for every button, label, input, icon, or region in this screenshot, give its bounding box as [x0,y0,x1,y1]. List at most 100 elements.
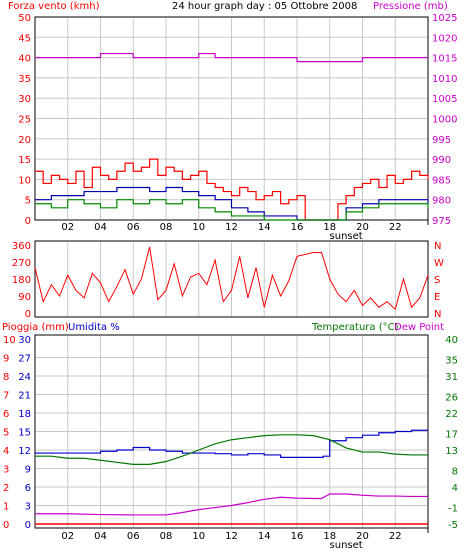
hour-tick-label: 04 [94,222,107,233]
hour-tick-label: 20 [356,531,369,542]
pressure-tick-label: 1025 [432,13,457,24]
hour-tick-label: 08 [160,222,173,233]
sunset-label: sunset [330,231,363,242]
temperature-tick-label: 35 [445,356,458,367]
temperature-tick-label: 13 [445,446,458,457]
hour-tick-label: 08 [160,531,173,542]
direction-tick-label: 180 [12,275,31,286]
dewpoint-axis-title: Dew Point [394,322,444,333]
hour-tick-label: 14 [258,222,271,233]
rain-tick-label: 0 [3,520,9,531]
compass-label: N [434,309,441,320]
hour-tick-label: 10 [192,531,205,542]
humidity-tick-label: 9 [25,465,31,476]
humidity-tick-label: 30 [18,335,31,346]
wind-tick-label: 5 [25,196,31,207]
pressure-tick-label: 1020 [432,33,457,44]
temperature-line [35,434,428,465]
hour-tick-label: 16 [291,531,304,542]
rain-tick-label: 2 [3,483,9,494]
hour-tick-label: 18 [323,531,336,542]
hour-tick-label: 02 [61,222,74,233]
pressure-axis-title: Pressione (mb) [373,1,448,12]
pressure-tick-label: 1010 [432,74,457,85]
direction-tick-label: 90 [18,292,31,303]
rain-tick-label: 4 [3,446,9,457]
wind-average-line [35,186,429,221]
wind-tick-label: 40 [18,54,31,65]
humidity-tick-label: 18 [18,409,31,420]
hour-tick-label: 12 [225,531,238,542]
rain-tick-label: 9 [3,354,9,365]
rain-tick-label: 1 [3,502,9,513]
rain-axis-title: Pioggia (mm) [2,322,69,333]
wind-min-line [35,199,429,221]
compass-label: N [434,241,441,252]
temperature-tick-label: 31 [445,372,458,383]
hour-tick-label: 22 [389,222,402,233]
pressure-tick-label: 1005 [432,94,457,105]
compass-label: E [434,292,440,303]
temperature-tick-label: 4 [452,483,458,494]
wind-tick-label: 25 [18,115,31,126]
hour-tick-label: 14 [258,531,271,542]
direction-tick-label: 360 [12,241,31,252]
hour-tick-label: 06 [127,531,140,542]
pressure-tick-label: 995 [432,135,451,146]
rain-tick-label: 3 [3,465,9,476]
humidity-tick-label: 15 [18,428,31,439]
hour-tick-label: 02 [61,531,74,542]
temperature-tick-label: 8 [452,467,458,478]
temperature-tick-label: 26 [445,393,458,404]
pressure-line [35,52,428,63]
wind-direction-line [34,246,429,311]
pressure-tick-label: 985 [432,175,451,186]
wind-tick-label: 0 [25,216,31,227]
temperature-tick-label: -1 [448,504,458,515]
humidity-axis-title: Umidita % [68,322,120,333]
humidity-tick-label: 3 [25,502,31,513]
humidity-tick-label: 27 [18,354,31,365]
pressure-tick-label: 990 [432,155,451,166]
humidity-tick-label: 6 [25,483,31,494]
pressure-tick-label: 1015 [432,54,457,65]
direction-tick-label: 0 [25,309,31,320]
humidity-tick-label: 0 [25,520,31,531]
direction-tick-label: 270 [12,258,31,269]
wind-tick-label: 50 [18,13,31,24]
sunset-label: sunset [330,540,363,551]
hour-tick-label: 12 [225,222,238,233]
wind-axis-title: Forza vento (kmh) [8,1,100,12]
wind-tick-label: 15 [18,155,31,166]
temperature-tick-label: -5 [448,520,458,531]
temperature-tick-label: 40 [445,335,458,346]
chart-title: 24 hour graph day : 05 Ottobre 2008 [172,1,357,12]
hour-tick-label: 06 [127,222,140,233]
tick-labels: 0510152025303540455097598098599099510001… [3,13,458,551]
hour-tick-label: 18 [323,222,336,233]
pressure-tick-label: 980 [432,196,451,207]
wind-tick-label: 45 [18,33,31,44]
wind-tick-label: 35 [18,74,31,85]
hour-tick-label: 16 [291,222,304,233]
humidity-line [35,429,428,458]
wind-speed-line [35,158,429,221]
rain-tick-label: 6 [3,409,9,420]
rain-tick-label: 7 [3,391,9,402]
wind-tick-label: 20 [18,135,31,146]
hour-tick-label: 22 [389,531,402,542]
temperature-tick-label: 17 [445,430,458,441]
dewpoint-line [35,493,428,516]
pressure-tick-label: 975 [432,216,451,227]
humidity-tick-label: 21 [18,391,31,402]
rain-tick-label: 10 [3,335,16,346]
pressure-tick-label: 1000 [432,115,457,126]
rain-tick-label: 5 [3,428,9,439]
wind-tick-label: 10 [18,175,31,186]
temperature-axis-title: Temperatura (°C) [311,322,399,333]
humidity-tick-label: 12 [18,446,31,457]
hour-tick-label: 20 [356,222,369,233]
hour-tick-label: 04 [94,531,107,542]
